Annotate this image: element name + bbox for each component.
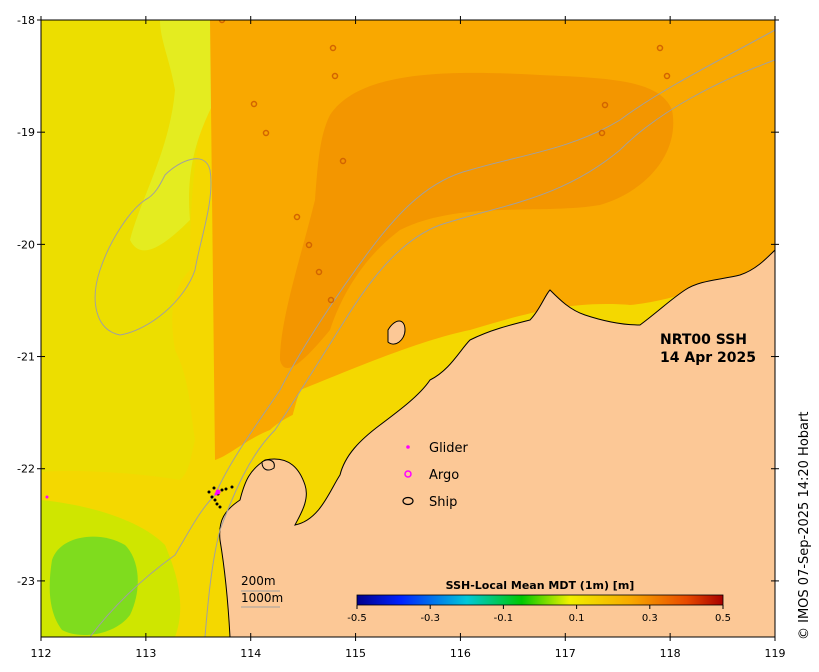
y-tick-label: -23 — [17, 575, 35, 588]
x-axis: 112 113 114 115 116 117 118 119 — [31, 16, 786, 660]
colorbar-tick-label: -0.3 — [420, 613, 440, 624]
legend-label-glider: Glider — [429, 441, 469, 456]
argo-float-marker[interactable] — [656, 44, 664, 52]
contour-label-1000m: 1000m — [241, 591, 283, 605]
argo-float-marker[interactable] — [329, 44, 337, 52]
argo-legend-symbol — [404, 470, 412, 478]
map-title-date: 14 Apr 2025 — [660, 350, 756, 366]
colorbar-tick-label: 0.5 — [715, 613, 731, 624]
contour-plateau — [94, 158, 212, 336]
legend: Glider Argo Ship — [402, 441, 469, 510]
y-tick-label: -18 — [17, 14, 35, 27]
glider-marker[interactable] — [45, 495, 49, 499]
x-tick-label: 115 — [345, 647, 366, 660]
land-mass — [219, 249, 775, 637]
argo-float-marker[interactable] — [339, 157, 347, 165]
glider-legend-symbol — [406, 445, 410, 449]
argo-float-marker[interactable] — [331, 72, 339, 80]
argo-markers — [218, 18, 671, 304]
y-axis: -18 -19 -20 -21 -22 -23 — [17, 14, 779, 588]
y-tick-label: -21 — [17, 351, 35, 364]
ship-legend-symbol — [402, 496, 414, 506]
argo-float-marker[interactable] — [598, 129, 606, 137]
argo-float-marker[interactable] — [262, 129, 270, 137]
legend-label-argo: Argo — [429, 468, 459, 483]
colorbar-tick-label: -0.5 — [347, 613, 367, 624]
ssh-field-low2 — [49, 536, 138, 635]
ship-track — [207, 485, 234, 509]
y-tick-label: -20 — [17, 238, 35, 251]
argo-float-marker[interactable] — [601, 101, 609, 109]
y-tick-label: -19 — [17, 126, 35, 139]
colorbar-tick-label: 0.3 — [642, 613, 658, 624]
argo-float-marker[interactable] — [218, 18, 226, 24]
argo-float-marker[interactable] — [663, 72, 671, 80]
colorbar: SSH-Local Mean MDT (1m) [m] -0.5 -0.3 -0.1… — [347, 579, 731, 624]
colorbar-gradient — [356, 594, 724, 606]
ssh-field-yellowgreen — [130, 20, 237, 251]
x-tick-label: 114 — [240, 647, 261, 660]
map-title-product: NRT00 SSH — [660, 332, 747, 348]
colorbar-tick-label: -0.1 — [494, 613, 514, 624]
argo-float-marker[interactable] — [293, 213, 301, 221]
argo-float-marker[interactable] — [250, 100, 258, 108]
island — [387, 320, 406, 345]
x-tick-label: 118 — [660, 647, 681, 660]
glider-marker[interactable] — [214, 492, 218, 496]
x-tick-label: 119 — [765, 647, 786, 660]
ssh-field-peak — [280, 72, 674, 369]
colorbar-ticks: -0.5 -0.3 -0.1 0.1 0.3 0.5 — [347, 605, 731, 624]
depth-contour-legend: 200m 1000m — [241, 574, 283, 608]
argo-float-marker[interactable] — [315, 268, 323, 276]
colorbar-title: SSH-Local Mean MDT (1m) [m] — [446, 579, 635, 592]
island-small — [261, 459, 275, 471]
map-frame — [40, 19, 776, 638]
legend-label-ship: Ship — [429, 495, 457, 510]
map-area — [41, 18, 775, 637]
contour-label-200m: 200m — [241, 574, 276, 588]
x-tick-label: 113 — [135, 647, 156, 660]
x-tick-label: 116 — [450, 647, 471, 660]
x-tick-label: 112 — [31, 647, 52, 660]
argo-float-marker[interactable] — [305, 241, 313, 249]
contour-200m — [204, 59, 775, 637]
contour-1000m — [89, 29, 775, 637]
argo-float-marker[interactable] — [327, 296, 335, 304]
colorbar-tick-label: 0.1 — [569, 613, 585, 624]
x-tick-label: 117 — [555, 647, 576, 660]
y-tick-label: -22 — [17, 463, 35, 476]
credit-text: © IMOS 07-Sep-2025 14:20 Hobart — [797, 412, 812, 640]
